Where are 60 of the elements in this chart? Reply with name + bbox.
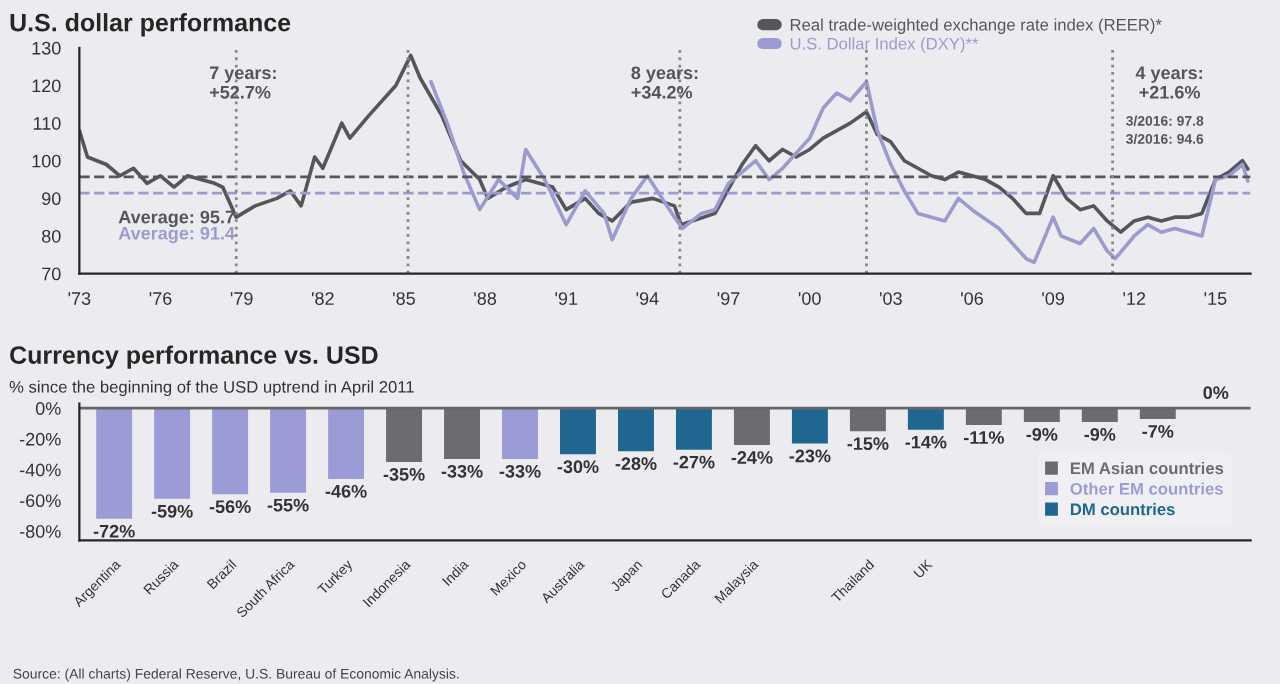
x-tick-label: '94 (636, 292, 659, 305)
data-label: -28% (615, 457, 657, 471)
data-label: -30% (557, 460, 599, 474)
y-tick-label: 90 (42, 192, 61, 206)
data-label: -7% (1142, 425, 1174, 438)
data-label: 0% (1203, 386, 1229, 400)
x-tick-label: '82 (311, 292, 334, 305)
x-tick-label: '85 (393, 292, 415, 305)
y-tick-label: 120 (32, 79, 61, 93)
ref-line-label: Average: 91.4 (118, 226, 235, 244)
y-tick-label: 0% (35, 402, 61, 415)
annotation: 4 years: +21.6% (1135, 66, 1202, 99)
x-tick-label: '97 (717, 292, 740, 305)
data-label: -9% (1084, 428, 1116, 441)
y-tick-label: -20% (19, 432, 61, 446)
x-tick-label: '06 (961, 292, 983, 305)
data-label: -24% (731, 451, 773, 464)
annotation: 8 years: +34.2% (631, 66, 698, 99)
data-label: -15% (847, 437, 889, 451)
data-label: -33% (499, 464, 541, 478)
annotation: 7 years: +52.7% (209, 66, 276, 99)
x-tick-label: '88 (474, 292, 497, 305)
y-tick-label: 100 (32, 154, 61, 168)
data-label: -72% (93, 524, 135, 538)
x-tick-label: '73 (68, 292, 91, 305)
data-label: -11% (963, 431, 1004, 444)
chart-subtitle: % since the beginning of the USD uptrend in April 2011 (9, 380, 414, 397)
data-label: -35% (383, 468, 425, 481)
data-label: -55% (267, 498, 309, 512)
x-tick-label: '00 (798, 292, 821, 305)
data-label: -9% (1026, 428, 1058, 441)
chart-title: Currency performance vs. USD (10, 345, 378, 369)
y-tick-label: 110 (33, 117, 61, 130)
legend-label: Other EM countries (1070, 482, 1223, 495)
data-label: -46% (325, 484, 367, 498)
data-label: -14% (905, 435, 947, 449)
data-label: -23% (789, 449, 831, 463)
data-label: -59% (151, 504, 193, 518)
data-label: -27% (673, 455, 715, 469)
y-tick-label: -80% (19, 525, 61, 538)
y-tick-label: 70 (42, 267, 61, 281)
ref-line-label: Average: 95.7 (118, 210, 235, 228)
y-tick-label: 130 (32, 41, 61, 55)
chart-title: U.S. dollar performance (10, 13, 291, 37)
x-tick-label: '15 (1204, 292, 1227, 305)
x-tick-label: '03 (879, 292, 902, 305)
x-tick-label: '12 (1123, 292, 1146, 305)
legend-label: DM countries (1070, 502, 1175, 516)
legend-label: EM Asian countries (1070, 461, 1224, 475)
legend-label: U.S. Dollar Index (DXY)** (790, 37, 979, 53)
x-tick-label: '79 (230, 292, 253, 305)
x-tick-label: '09 (1042, 292, 1065, 305)
y-tick-label: -40% (19, 463, 61, 477)
y-tick-label: -60% (19, 494, 61, 508)
legend-label: Real trade-weighted exchange rate index (REER)* (790, 18, 1162, 34)
data-label: -33% (441, 464, 483, 478)
data-label: -56% (209, 500, 251, 514)
y-tick-label: 80 (42, 229, 61, 243)
x-tick-label: '91 (555, 292, 578, 305)
x-tick-label: '76 (149, 292, 172, 305)
